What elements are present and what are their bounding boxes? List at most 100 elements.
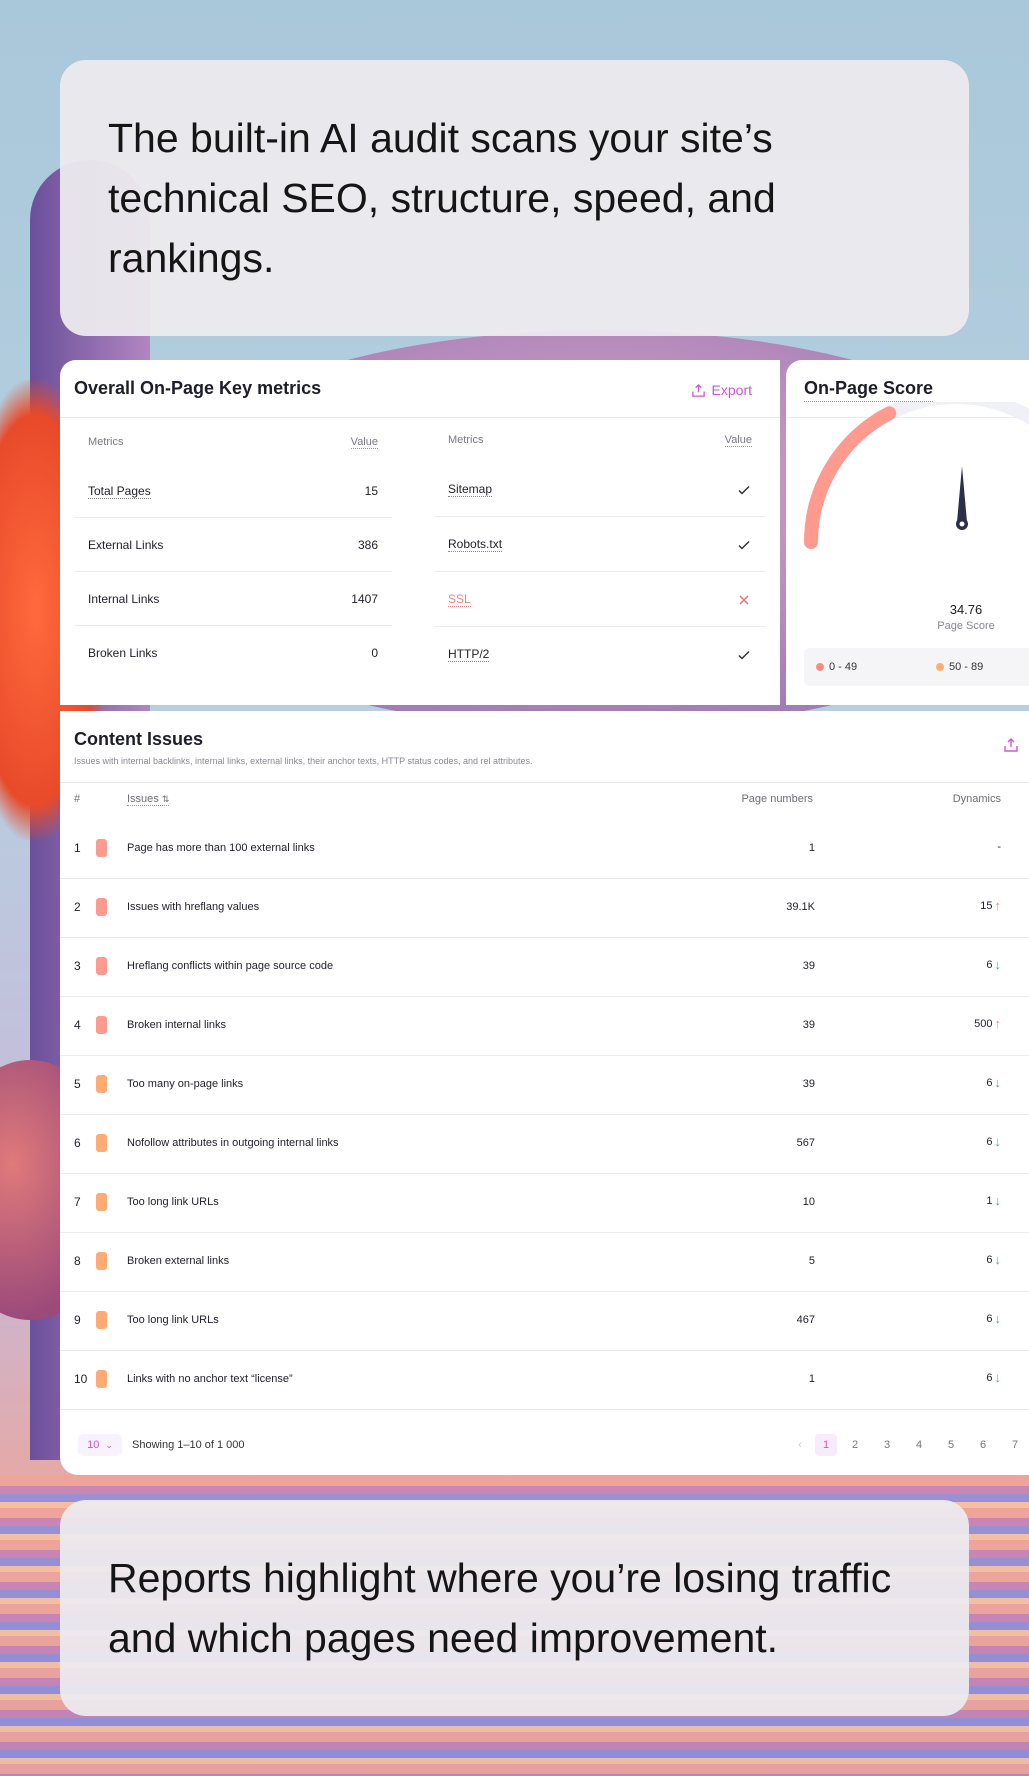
issue-page-numbers: 39 [802, 1078, 815, 1090]
metric-row: Robots.txt [434, 517, 766, 572]
issue-row[interactable]: 6 Nofollow attributes in outgoing interna… [60, 1115, 1029, 1174]
outro-text: Reports highlight where you’re losing tr… [108, 1555, 892, 1661]
metric-name[interactable]: HTTP/2 [448, 647, 490, 662]
issue-row[interactable]: 5 Too many on-page links 39 6 ↓ [60, 1056, 1029, 1115]
legend-item-low: 0 - 49 [816, 661, 857, 673]
severity-marker [96, 1016, 107, 1034]
issue-page-numbers: 39.1K [786, 901, 815, 913]
page-number[interactable]: 6 [979, 1439, 987, 1451]
issue-number: 4 [74, 1018, 81, 1032]
arrow-down-icon: ↓ [994, 1134, 1002, 1149]
severity-marker [96, 957, 107, 975]
col-metrics: Metrics [88, 436, 124, 448]
arrow-down-icon: ↓ [994, 1311, 1002, 1326]
metric-name[interactable]: Total Pages [88, 484, 151, 499]
metric-name[interactable]: Robots.txt [448, 537, 503, 552]
content-issues-title: Content Issues [74, 729, 204, 749]
issue-dynamics: 6 ↓ [986, 1311, 1002, 1326]
gauge-fill [804, 406, 897, 549]
content-issues-panel: Content Issues Issues with internal back… [60, 711, 1029, 1475]
issue-number: 6 [74, 1136, 81, 1150]
col-issues[interactable]: Issues ⇅ [127, 793, 170, 806]
issue-row[interactable]: 4 Broken internal links 39 500 ↑ [60, 997, 1029, 1056]
metric-row: SSL [434, 572, 766, 627]
severity-marker [96, 1134, 107, 1152]
col-metrics: Metrics [448, 434, 484, 446]
metric-row: External Links 386 [74, 518, 392, 572]
arrow-down-icon: ↓ [994, 1370, 1002, 1385]
export-button[interactable]: Export [691, 382, 752, 398]
issue-dynamics: 6 ↓ [986, 957, 1002, 972]
issue-dynamics: 6 ↓ [986, 1252, 1002, 1267]
pagination: 10 ⌄ Showing 1–10 of 1 000 ‹ 1 2 3 4 5 6 7 [60, 1427, 1029, 1467]
arrow-down-icon: ↓ [994, 957, 1002, 972]
severity-marker [96, 898, 107, 916]
metric-name: External Links [88, 538, 164, 552]
severity-marker [96, 1193, 107, 1211]
metric-name[interactable]: Sitemap [448, 482, 493, 497]
metric-value: 0 [371, 646, 378, 660]
metric-value: 15 [364, 484, 378, 498]
prev-page-icon[interactable]: ‹ [798, 1439, 802, 1451]
issue-page-numbers: 5 [808, 1255, 815, 1267]
page-number[interactable]: 5 [947, 1439, 955, 1451]
page-number[interactable]: 2 [851, 1439, 859, 1451]
severity-marker [96, 1075, 107, 1093]
issue-label: Broken internal links [127, 1019, 227, 1031]
metric-name[interactable]: SSL [448, 592, 471, 607]
issue-label: Broken external links [127, 1255, 230, 1267]
page-size-select[interactable]: 10 ⌄ [78, 1434, 122, 1456]
col-dynamics: Dynamics [952, 793, 1001, 805]
score-gauge [804, 402, 1029, 549]
issue-row[interactable]: 10 Links with no anchor text “license” 1 6 ↓ [60, 1351, 1029, 1410]
issue-row[interactable]: 7 Too long link URLs 10 1 ↓ [60, 1174, 1029, 1233]
col-value: Value [724, 434, 752, 447]
export-icon[interactable] [1003, 737, 1019, 753]
arrow-down-icon: ↓ [994, 1252, 1002, 1267]
intro-text: The built-in AI audit scans your site’s … [108, 115, 776, 281]
on-page-score-panel: On-Page Score 34.76 Page Score 0 - 49 50… [786, 360, 1029, 705]
issue-dynamics: 1 ↓ [986, 1193, 1002, 1208]
content-issues-subtitle: Issues with internal backlinks, internal… [74, 756, 533, 766]
page-number[interactable]: 4 [915, 1439, 923, 1451]
export-label: Export [711, 382, 752, 398]
issue-row[interactable]: 2 Issues with hreflang values 39.1K 15 ↑ [60, 879, 1029, 938]
col-value: Value [350, 436, 378, 449]
page-number[interactable]: 7 [1011, 1439, 1019, 1451]
col-num: # [74, 793, 81, 805]
key-metrics-title: Overall On-Page Key metrics [74, 378, 322, 398]
issue-number: 9 [74, 1313, 81, 1327]
issue-label: Hreflang conflicts within page source co… [127, 960, 334, 972]
issue-page-numbers: 567 [796, 1137, 815, 1149]
score-label: Page Score [937, 620, 995, 632]
issue-number: 8 [74, 1254, 81, 1268]
issue-label: Nofollow attributes in outgoing internal… [127, 1137, 339, 1149]
issue-row[interactable]: 9 Too long link URLs 467 6 ↓ [60, 1292, 1029, 1351]
page-numbers: ‹ 1 2 3 4 5 6 7 [789, 1434, 1029, 1456]
issue-page-numbers: 39 [802, 1019, 815, 1031]
check-icon [738, 485, 750, 495]
issue-row[interactable]: 3 Hreflang conflicts within page source c… [60, 938, 1029, 997]
arrow-up-icon: ↑ [994, 1016, 1002, 1031]
issue-dynamics: 6 ↓ [986, 1075, 1002, 1090]
issue-dynamics: 500 ↑ [974, 1016, 1002, 1031]
metric-name: Internal Links [88, 592, 160, 606]
page-number[interactable]: 1 [815, 1434, 837, 1456]
issue-dynamics: 15 ↑ [980, 898, 1001, 913]
key-metrics-panel: Overall On-Page Key metrics Export Metri… [60, 360, 780, 705]
metric-row: Internal Links 1407 [74, 572, 392, 626]
issue-number: 10 [74, 1372, 88, 1386]
issue-dynamics: 6 ↓ [986, 1370, 1002, 1385]
outro-card: Reports highlight where you’re losing tr… [60, 1500, 969, 1716]
issue-row[interactable]: 8 Broken external links 5 6 ↓ [60, 1233, 1029, 1292]
arrow-down-icon: ↓ [994, 1193, 1002, 1208]
issue-row[interactable]: 1 Page has more than 100 external links 1 - [60, 820, 1029, 879]
issue-number: 7 [74, 1195, 81, 1209]
issue-page-numbers: 1 [808, 842, 815, 854]
arrow-down-icon: ↓ [994, 1075, 1002, 1090]
metric-row: HTTP/2 [434, 627, 766, 682]
issue-label: Too long link URLs [127, 1196, 219, 1208]
issue-label: Links with no anchor text “license” [127, 1373, 293, 1385]
page-number[interactable]: 3 [883, 1439, 891, 1451]
issue-dynamics: - [997, 841, 1001, 853]
